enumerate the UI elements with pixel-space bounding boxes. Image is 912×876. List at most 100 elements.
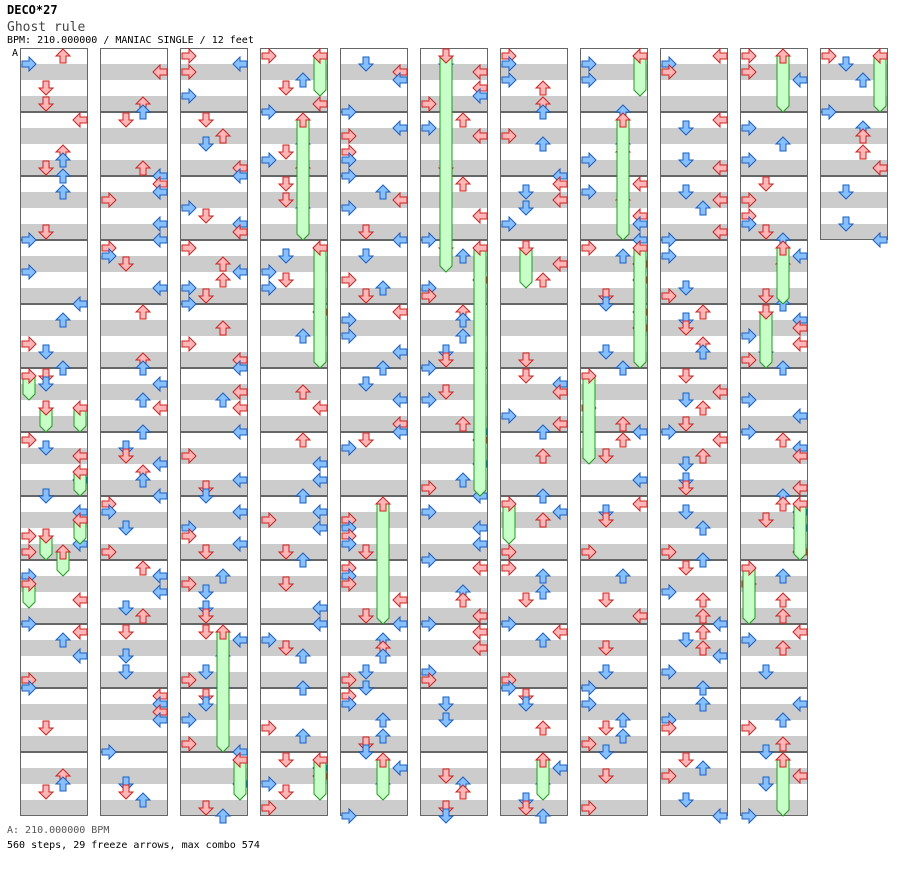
beat-band: [740, 544, 808, 560]
measure-frame: [180, 176, 248, 240]
beat-band: [660, 768, 728, 784]
beat-band: [100, 800, 168, 816]
beat-band: [260, 800, 328, 816]
beat-band: [660, 240, 728, 256]
beat-band: [260, 432, 328, 448]
beat-band: [420, 288, 488, 304]
beat-band: [260, 256, 328, 272]
beat-band: [420, 592, 488, 608]
beat-band: [580, 48, 648, 64]
measure-frame: [420, 112, 488, 176]
beat-band: [580, 368, 648, 384]
beat-band: [660, 176, 728, 192]
beat-band: [660, 304, 728, 320]
beat-band: [740, 736, 808, 752]
beat-band: [820, 96, 888, 112]
measure-frame: [660, 304, 728, 368]
beat-band: [740, 720, 808, 736]
beat-band: [420, 528, 488, 544]
beat-band: [420, 688, 488, 704]
beat-band: [580, 752, 648, 768]
beat-band: [260, 272, 328, 288]
chart-meta: BPM: 210.000000 / MANIAC SINGLE / 12 fee…: [7, 35, 254, 46]
beat-band: [20, 192, 88, 208]
beat-band: [420, 336, 488, 352]
beat-band: [20, 96, 88, 112]
beat-band: [180, 688, 248, 704]
beat-band: [740, 304, 808, 320]
beat-band: [20, 656, 88, 672]
beat-band: [180, 672, 248, 688]
beat-band: [180, 624, 248, 640]
measure-frame: [500, 752, 568, 816]
beat-band: [580, 544, 648, 560]
beat-band: [20, 368, 88, 384]
beat-band: [20, 560, 88, 576]
measure-frame: [420, 432, 488, 496]
beat-band: [660, 160, 728, 176]
measure-frame: [100, 752, 168, 816]
beat-band: [180, 592, 248, 608]
beat-band: [20, 800, 88, 816]
measure-frame: [660, 752, 728, 816]
beat-band: [820, 144, 888, 160]
beat-band: [180, 768, 248, 784]
beat-band: [340, 560, 408, 576]
beat-band: [260, 288, 328, 304]
beat-band: [20, 208, 88, 224]
beat-band: [260, 336, 328, 352]
beat-band: [260, 144, 328, 160]
beat-band: [500, 784, 568, 800]
beat-band: [580, 128, 648, 144]
footer-stats: 560 steps, 29 freeze arrows, max combo 5…: [7, 840, 260, 851]
beat-band: [100, 512, 168, 528]
measure-frame: [180, 112, 248, 176]
beat-band: [740, 240, 808, 256]
beat-band: [180, 496, 248, 512]
beat-band: [500, 336, 568, 352]
beat-band: [660, 48, 728, 64]
beat-band: [420, 800, 488, 816]
beat-band: [580, 400, 648, 416]
measure-frame: [660, 48, 728, 112]
beat-band: [500, 624, 568, 640]
beat-band: [180, 64, 248, 80]
measure-frame: [580, 560, 648, 624]
beat-band: [500, 640, 568, 656]
beat-band: [20, 128, 88, 144]
measure-frame: [20, 496, 88, 560]
beat-band: [340, 80, 408, 96]
beat-band: [500, 768, 568, 784]
beat-band: [500, 672, 568, 688]
freeze-arrow: [582, 375, 596, 465]
beat-band: [100, 608, 168, 624]
freeze-arrow: [793, 503, 807, 561]
beat-band: [180, 80, 248, 96]
beat-band: [180, 432, 248, 448]
beat-band: [740, 480, 808, 496]
measure-frame: [420, 688, 488, 752]
beat-band: [420, 480, 488, 496]
beat-band: [20, 352, 88, 368]
beat-band: [660, 80, 728, 96]
beat-band: [740, 560, 808, 576]
beat-band: [500, 752, 568, 768]
beat-band: [180, 304, 248, 320]
measure-frame: [420, 624, 488, 688]
beat-band: [260, 608, 328, 624]
beat-band: [20, 272, 88, 288]
beat-band: [100, 576, 168, 592]
beat-band: [20, 304, 88, 320]
beat-band: [660, 224, 728, 240]
beat-band: [340, 112, 408, 128]
beat-band: [420, 64, 488, 80]
measure-frame: [100, 112, 168, 176]
beat-band: [20, 256, 88, 272]
beat-band: [340, 432, 408, 448]
beat-band: [420, 256, 488, 272]
beat-band: [500, 480, 568, 496]
beat-band: [260, 160, 328, 176]
chart-column: [500, 48, 568, 824]
song-title: Ghost rule: [7, 20, 86, 35]
beat-band: [180, 464, 248, 480]
